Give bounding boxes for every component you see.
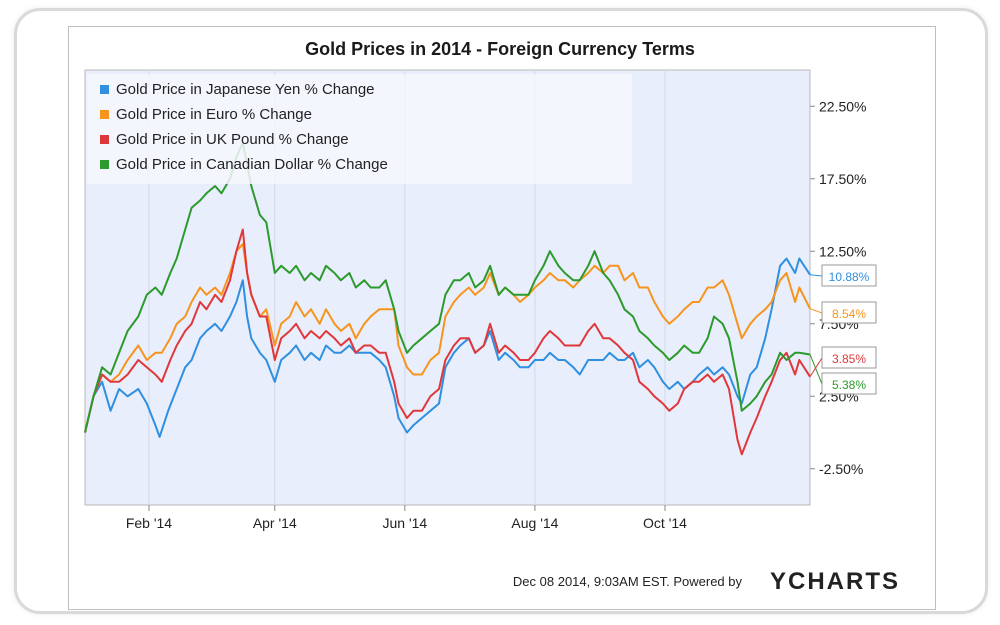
series-line (84, 141, 811, 433)
legend-label: Gold Price in Canadian Dollar % Change (116, 156, 388, 173)
series-line (84, 228, 811, 456)
legend-swatch (100, 135, 109, 144)
ycharts-logo: YCHARTS (770, 568, 900, 595)
x-tick-label: Oct '14 (643, 515, 687, 531)
footer-timestamp: Dec 08 2014, 9:03AM EST. (513, 574, 670, 589)
end-label-pointer (809, 274, 823, 277)
legend-label: Gold Price in Euro % Change (116, 106, 312, 123)
legend-swatch (100, 85, 109, 94)
series-lines (84, 141, 811, 456)
x-tick-label: Apr '14 (253, 515, 297, 531)
legend-label: Gold Price in Japanese Yen % Change (116, 81, 375, 98)
end-labels: 10.88% 8.54% 3.85% 5.38% (809, 264, 877, 395)
y-tick-label: 12.50% (819, 243, 866, 259)
footer-powered-by: Powered by (673, 574, 742, 589)
end-label-value: 10.88% (829, 270, 870, 284)
chart-title: Gold Prices in 2014 - Foreign Currency T… (305, 39, 695, 59)
y-tick-label: 17.50% (819, 171, 866, 187)
end-label-value: 8.54% (832, 307, 866, 321)
legend-swatch (100, 160, 109, 169)
end-label-pointer (809, 308, 823, 314)
end-label-box (821, 301, 877, 324)
x-tick-label: Jun '14 (382, 515, 427, 531)
end-label-value: 3.85% (832, 352, 866, 366)
legend-label: Gold Price in UK Pound % Change (116, 131, 349, 148)
legend: Gold Price in Japanese Yen % Change Gold … (87, 74, 632, 184)
end-label-pointer (809, 354, 823, 385)
footer-timestamp-text: Dec 08 2014, 9:03AM EST. Powered by (513, 574, 743, 589)
footer: Dec 08 2014, 9:03AM EST. Powered by YCHA… (513, 568, 900, 595)
x-tick-label: Aug '14 (511, 515, 558, 531)
end-label-pointer (809, 357, 823, 377)
end-label-box (821, 264, 877, 287)
end-label-box (821, 372, 877, 395)
series-line (84, 243, 811, 433)
y-tick-label: -2.50% (819, 461, 863, 477)
y-tick-label: 22.50% (819, 98, 866, 114)
legend-box (87, 74, 632, 184)
end-label-box (821, 346, 877, 369)
end-label-value: 5.38% (832, 378, 866, 392)
legend-swatch (100, 110, 109, 119)
x-tick-label: Feb '14 (126, 515, 172, 531)
